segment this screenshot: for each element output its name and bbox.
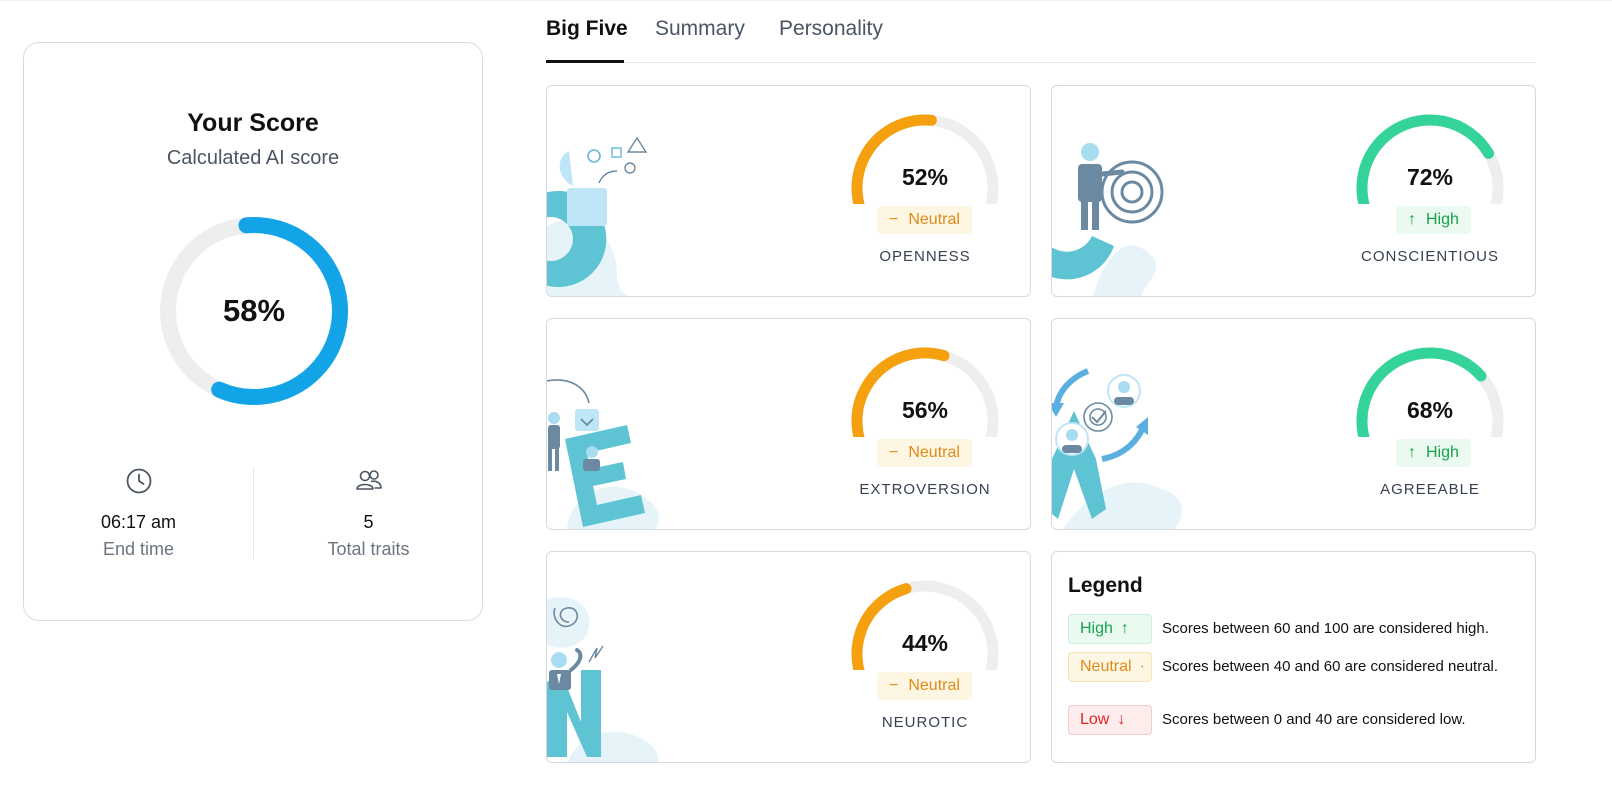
arrow-up-icon: ↑ (1408, 211, 1416, 228)
status-badge: − Neutral (877, 439, 972, 467)
trait-card-agreeable: 68% ↑ High AGREEABLE (1051, 318, 1536, 530)
tab-big-five[interactable]: Big Five (546, 17, 628, 40)
legend-card: Legend High ↑ Scores between 60 and 100 a… (1051, 551, 1536, 763)
neutral-dash-icon: · (1139, 658, 1145, 675)
score-ring-arc (160, 217, 348, 405)
legend-text: Scores between 0 and 40 are considered l… (1162, 711, 1466, 728)
end-time-label: End time (102, 539, 175, 559)
stat-total-traits: 5 Total traits (254, 467, 483, 560)
trait-name: NEUROTIC (881, 714, 969, 731)
score-value: 58% (222, 293, 286, 328)
extroversion-illustration (547, 379, 659, 529)
neutral-dash-icon: − (889, 211, 899, 228)
trait-name: AGREEABLE (1380, 481, 1480, 498)
legend-row-low: Low ↓ Scores between 0 and 40 are conside… (1068, 705, 1532, 735)
tab-personality[interactable]: Personality (779, 17, 883, 40)
trait-percent: 56% (901, 397, 949, 423)
badge-label: High (1426, 211, 1459, 228)
legend-badge-low: Low ↓ (1068, 705, 1152, 735)
arrow-down-icon: ↓ (1117, 711, 1126, 728)
users-icon (355, 470, 382, 490)
trait-percent: 44% (901, 630, 949, 656)
status-badge: ↑ High (1396, 439, 1471, 467)
end-time-value: 06:17 am (100, 512, 177, 532)
trait-card-openness: 52% − Neutral OPENNESS (546, 85, 1031, 297)
trait-percent: 52% (901, 164, 949, 190)
openness-illustration (547, 136, 648, 296)
legend-row-neutral: Neutral · Scores between 40 and 60 are co… (1068, 652, 1532, 682)
gauge (851, 580, 999, 670)
trait-name: EXTROVERSION (859, 481, 991, 498)
trait-card-neurotic: 44% − Neutral NEUROTIC (546, 551, 1031, 763)
legend-badge-neutral: Neutral · (1068, 652, 1152, 682)
score-subtitle: Calculated AI score (166, 147, 340, 169)
legend-badge-high: High ↑ (1068, 614, 1152, 644)
neutral-dash-icon: − (889, 444, 899, 461)
legend-badge-label: Low (1080, 711, 1110, 728)
trait-name: CONSCIENTIOUS (1360, 248, 1499, 265)
gauge (1356, 347, 1504, 437)
agreeable-illustration (1052, 368, 1182, 529)
legend-text: Scores between 60 and 100 are considered… (1162, 620, 1489, 637)
conscientious-illustration (1052, 143, 1164, 296)
legend-text: Scores between 40 and 60 are considered … (1162, 658, 1499, 675)
score-title: Your Score (187, 109, 319, 137)
badge-label: Neutral (908, 211, 960, 228)
gauge-arc (851, 583, 912, 670)
active-tab-indicator (546, 60, 624, 63)
gauge-arc (1356, 347, 1487, 437)
score-ring (160, 217, 348, 405)
trait-card-extroversion: 56% − Neutral EXTROVERSION (546, 318, 1031, 530)
status-badge: − Neutral (877, 672, 972, 700)
legend-badge-label: Neutral (1080, 658, 1132, 675)
neutral-dash-icon: − (889, 677, 899, 694)
gauge (1356, 114, 1504, 204)
tab-summary[interactable]: Summary (655, 17, 745, 40)
gauge (851, 347, 999, 437)
status-badge: ↑ High (1396, 206, 1471, 234)
trait-percent: 68% (1406, 397, 1454, 423)
trait-percent: 72% (1406, 164, 1454, 190)
score-card: Your Score Calculated AI score 58% 06:17… (23, 42, 483, 621)
top-border (0, 0, 1612, 1)
trait-card-conscientious: 72% ↑ High CONSCIENTIOUS (1051, 85, 1536, 297)
clock-icon (126, 468, 151, 494)
badge-label: High (1426, 444, 1459, 461)
gauge (851, 114, 999, 204)
total-traits-value: 5 (363, 512, 374, 532)
status-badge: − Neutral (877, 206, 972, 234)
badge-label: Neutral (908, 677, 960, 694)
legend-row-high: High ↑ Scores between 60 and 100 are cons… (1068, 614, 1532, 644)
tab-bar: Big Five Summary Personality (546, 0, 1536, 63)
gauge-arc (851, 114, 937, 204)
trait-name: OPENNESS (879, 248, 971, 265)
neurotic-illustration (547, 597, 659, 762)
arrow-up-icon: ↑ (1120, 620, 1129, 637)
gauge-arc (1356, 114, 1495, 204)
total-traits-label: Total traits (327, 539, 410, 559)
legend-title: Legend (1068, 574, 1143, 597)
legend-badge-label: High (1080, 620, 1113, 637)
stat-end-time: 06:17 am End time (24, 467, 253, 560)
badge-label: Neutral (908, 444, 960, 461)
gauge-arc (851, 347, 950, 437)
arrow-up-icon: ↑ (1408, 444, 1416, 461)
stat-divider (253, 467, 254, 559)
